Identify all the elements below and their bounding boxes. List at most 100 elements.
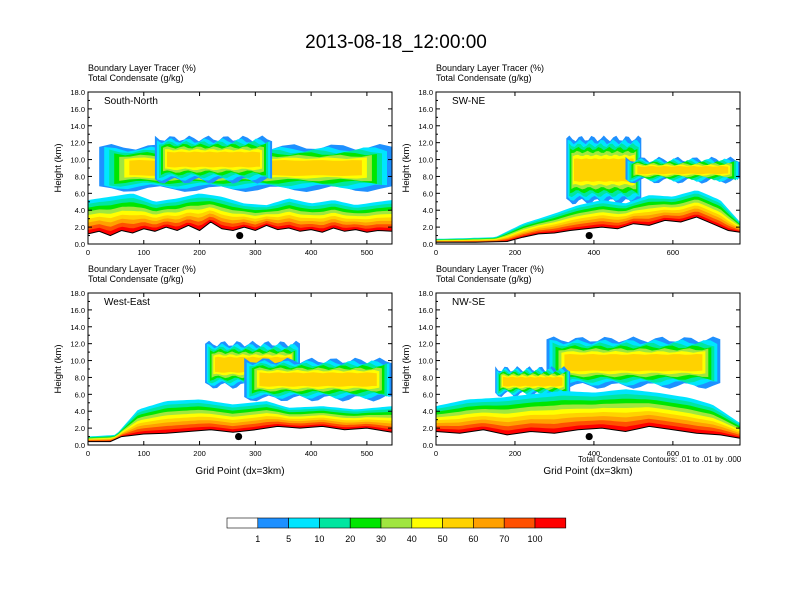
subtitle-condensate: Total Condensate (g/kg)	[88, 274, 184, 284]
location-marker	[236, 231, 244, 240]
colorbar-swatch	[319, 517, 351, 529]
x-tick-label: 0	[434, 449, 438, 458]
subtitle-tracer: Boundary Layer Tracer (%)	[88, 264, 196, 274]
contour-footnote: Total Condensate Contours: .01 to .01 by…	[578, 455, 742, 464]
x-tick-label: 600	[667, 248, 680, 257]
y-tick-label: 2.0	[75, 223, 85, 232]
y-tick-label: 0.0	[423, 240, 433, 249]
plot-area	[436, 336, 740, 445]
colorbar-swatch	[503, 517, 536, 529]
y-tick-label: 16.0	[70, 306, 85, 315]
subtitle-condensate: Total Condensate (g/kg)	[436, 73, 532, 83]
y-tick-label: 4.0	[75, 206, 85, 215]
terrain-line	[436, 216, 740, 243]
y-tick-label: 14.0	[70, 122, 85, 131]
x-tick-label: 400	[588, 248, 601, 257]
y-tick-label: 14.0	[418, 122, 433, 131]
x-tick-label: 0	[86, 449, 90, 458]
y-tick-label: 10.0	[418, 156, 433, 165]
x-tick-label: 300	[249, 248, 262, 257]
cloud-band	[167, 151, 260, 168]
y-tick-label: 18.0	[418, 88, 433, 97]
colorbar-label: 20	[345, 534, 355, 544]
terrain-line	[88, 425, 392, 443]
plot-area	[88, 340, 392, 445]
x-tick-label: 500	[361, 248, 374, 257]
y-tick-label: 4.0	[423, 206, 433, 215]
y-tick-label: 6.0	[75, 390, 85, 399]
y-tick-label: 2.0	[423, 223, 433, 232]
subtitle-tracer: Boundary Layer Tracer (%)	[436, 63, 544, 73]
y-axis-label: Height (km)	[53, 143, 64, 192]
subtitle-condensate: Total Condensate (g/kg)	[88, 73, 184, 83]
y-tick-label: 6.0	[423, 390, 433, 399]
terrain-fill	[436, 217, 740, 244]
colorbar-label: 70	[499, 534, 509, 544]
cloud-band	[637, 165, 729, 175]
colorbar-swatch	[226, 517, 259, 529]
colorbar-label: 60	[468, 534, 478, 544]
panel-label: West-East	[104, 297, 150, 308]
y-tick-label: 8.0	[423, 373, 433, 382]
figure-title: 2013-08-18_12:00:00	[305, 32, 487, 53]
cloud-band	[574, 158, 634, 182]
location-marker	[235, 432, 243, 441]
terrain-line	[436, 425, 740, 439]
colorbar-label: 40	[407, 534, 417, 544]
colorbar-swatch	[473, 517, 505, 529]
colorbar-swatch	[534, 517, 567, 529]
colorbar-label: 100	[527, 534, 542, 544]
cloud-band	[564, 354, 703, 372]
panel-label: SW-NE	[452, 96, 485, 107]
y-tick-label: 14.0	[418, 323, 433, 332]
colorbar-swatch	[349, 517, 382, 529]
y-tick-label: 4.0	[75, 407, 85, 416]
panel-label: South-North	[104, 96, 158, 107]
cloud-band	[259, 372, 377, 387]
x-tick-label: 200	[193, 248, 206, 257]
y-tick-label: 18.0	[70, 289, 85, 298]
x-tick-label: 0	[434, 248, 438, 257]
x-tick-label: 600	[667, 449, 680, 458]
subtitle-tracer: Boundary Layer Tracer (%)	[436, 264, 544, 274]
location-marker	[585, 231, 593, 240]
x-tick-label: 400	[588, 449, 601, 458]
y-axis-label: Height (km)	[53, 344, 64, 393]
x-tick-label: 200	[509, 248, 522, 257]
y-tick-label: 16.0	[418, 105, 433, 114]
y-tick-label: 0.0	[75, 441, 85, 450]
y-tick-label: 8.0	[75, 373, 85, 382]
subtitle-tracer: Boundary Layer Tracer (%)	[88, 63, 196, 73]
y-tick-label: 8.0	[75, 172, 85, 181]
y-tick-label: 10.0	[70, 357, 85, 366]
terrain-line	[88, 221, 392, 237]
y-tick-label: 0.0	[75, 240, 85, 249]
y-tick-label: 2.0	[75, 424, 85, 433]
y-tick-label: 6.0	[75, 189, 85, 198]
y-tick-label: 4.0	[423, 407, 433, 416]
y-tick-label: 6.0	[423, 189, 433, 198]
x-tick-label: 200	[509, 449, 522, 458]
x-tick-label: 100	[138, 449, 151, 458]
subtitle-condensate: Total Condensate (g/kg)	[436, 274, 532, 284]
y-tick-label: 2.0	[423, 424, 433, 433]
colorbar-label: 1	[255, 534, 260, 544]
x-tick-label: 200	[193, 449, 206, 458]
x-tick-label: 400	[305, 248, 318, 257]
x-tick-label: 500	[361, 449, 374, 458]
y-tick-label: 12.0	[418, 340, 433, 349]
y-axis-label: Height (km)	[401, 344, 412, 393]
y-axis-label: Height (km)	[401, 143, 412, 192]
y-tick-label: 10.0	[418, 357, 433, 366]
colorbar-label: 30	[376, 534, 386, 544]
x-axis-label: Grid Point (dx=3km)	[195, 466, 284, 477]
plot-area	[88, 135, 392, 244]
y-tick-label: 18.0	[70, 88, 85, 97]
panel-label: NW-SE	[452, 297, 485, 308]
